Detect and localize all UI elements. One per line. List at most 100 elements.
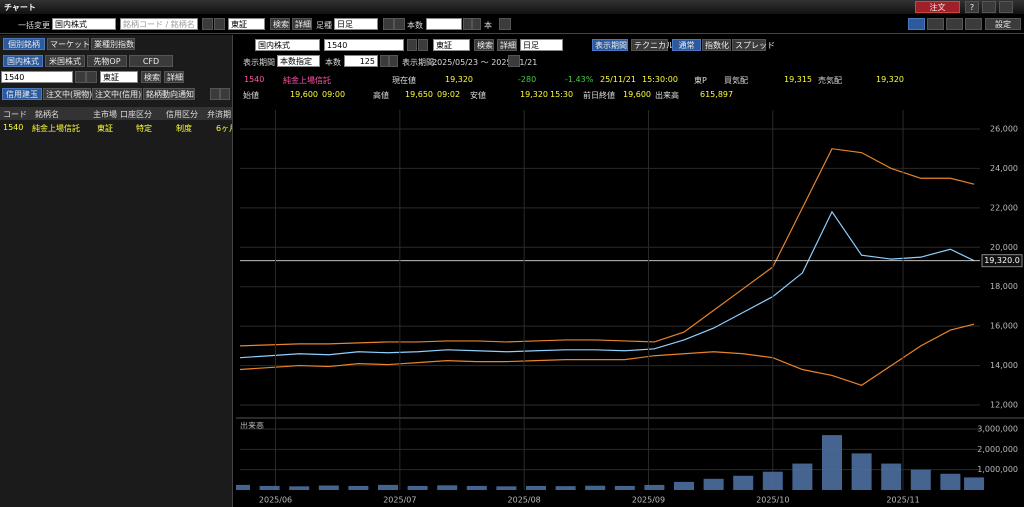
column-header: 信用区分 <box>166 110 198 119</box>
spin-button[interactable] <box>472 18 481 30</box>
x-tick-label: 2025/08 <box>508 496 541 505</box>
layout-button[interactable] <box>908 18 925 30</box>
market-select[interactable]: 国内株式 <box>52 18 116 30</box>
volume-bar <box>407 485 428 490</box>
series-line <box>239 210 975 359</box>
x-tick-label: 2025/09 <box>632 496 665 505</box>
value: 19,600 <box>290 90 318 99</box>
value: 15:30:00 <box>642 75 678 84</box>
icon-button[interactable] <box>499 18 511 30</box>
table-header <box>0 107 232 120</box>
search-button[interactable]: 検索 <box>270 18 290 30</box>
prev-button[interactable] <box>75 71 86 83</box>
pin-button[interactable] <box>982 1 996 13</box>
exchange-select[interactable]: 東証 <box>433 39 470 51</box>
search-button[interactable]: 検索 <box>141 71 161 83</box>
y-tick-label: 1,000,000 <box>977 465 1018 474</box>
order-button[interactable]: 注文 <box>915 1 960 13</box>
next-button[interactable] <box>220 88 230 100</box>
market-select[interactable]: 国内株式 <box>255 39 320 51</box>
volume-bar <box>910 469 931 490</box>
tab[interactable]: 銘柄動向通知 <box>143 88 195 100</box>
x-tick-label: 2025/10 <box>756 496 789 505</box>
spin-button[interactable] <box>463 18 472 30</box>
y-tick-label: 22,000 <box>990 203 1018 212</box>
prev-button[interactable] <box>383 18 394 30</box>
cell[interactable]: 1540 <box>3 123 24 132</box>
volume-bar <box>236 484 250 490</box>
tab[interactable]: 先物OP <box>87 55 127 67</box>
symbol-input[interactable]: 1540 <box>324 39 404 51</box>
help-button[interactable]: ? <box>965 1 979 13</box>
close-button[interactable] <box>999 1 1013 13</box>
bar-type-select[interactable]: 日足 <box>334 18 378 30</box>
layout-button[interactable] <box>927 18 944 30</box>
y-tick-label: 2,000,000 <box>977 445 1018 454</box>
volume-bar <box>792 463 813 490</box>
cell[interactable]: 特定 <box>136 124 152 133</box>
label: 始値 <box>243 91 259 100</box>
detail-button[interactable]: 詳細 <box>164 71 184 83</box>
x-tick-label: 2025/06 <box>259 496 292 505</box>
next-button[interactable] <box>86 71 97 83</box>
tab[interactable]: 信用建玉 <box>2 88 42 100</box>
tab[interactable]: 個別銘柄 <box>3 38 45 50</box>
volume-bar <box>733 475 754 490</box>
symbol-input[interactable]: 銘柄コード / 銘柄名 <box>120 18 198 30</box>
next-button[interactable] <box>418 39 428 51</box>
layout-button[interactable] <box>965 18 982 30</box>
count-input[interactable] <box>426 18 462 30</box>
value: 19,320 <box>445 75 473 84</box>
prev-button[interactable] <box>202 18 213 30</box>
exchange-select[interactable]: 東証 <box>228 18 265 30</box>
symbol-input[interactable]: 1540 <box>1 71 73 83</box>
left-panel <box>0 35 233 507</box>
mode-button[interactable]: 指数化 <box>702 39 731 51</box>
prev-button[interactable] <box>380 55 389 67</box>
volume-bar <box>822 435 842 490</box>
y-tick-label: 16,000 <box>990 322 1018 331</box>
exchange-select[interactable]: 東証 <box>100 71 138 83</box>
prev-button[interactable] <box>407 39 417 51</box>
settings-button[interactable]: 設定 <box>985 18 1021 30</box>
tab[interactable]: 業種別指数 <box>91 38 135 50</box>
tab[interactable]: 注文中(現物) <box>43 88 92 100</box>
next-button[interactable] <box>389 55 398 67</box>
tab[interactable]: 国内株式 <box>3 55 43 67</box>
refresh-button[interactable] <box>508 55 520 67</box>
cell[interactable]: 制度 <box>176 124 192 133</box>
detail-button[interactable]: 詳細 <box>292 18 312 30</box>
value: 09:00 <box>322 90 346 99</box>
prev-button[interactable] <box>210 88 220 100</box>
tab[interactable]: マーケット <box>47 38 90 50</box>
y-tick-label: 12,000 <box>990 401 1018 410</box>
tab[interactable]: 米国株式 <box>45 55 85 67</box>
tab[interactable]: 注文中(信用) <box>92 88 142 100</box>
cell[interactable]: 6ヶ月 <box>216 124 232 133</box>
cell[interactable]: 東証 <box>97 124 113 133</box>
detail-button[interactable]: 詳細 <box>497 39 517 51</box>
volume-bar <box>762 471 783 490</box>
date-range: 2025/05/23 〜 2025/11/21 <box>432 58 538 67</box>
technical-button[interactable]: テクニカル <box>631 39 674 51</box>
label: 本数 <box>325 58 341 67</box>
volume-bar <box>585 485 606 490</box>
label: 足種 <box>316 21 332 30</box>
period-button[interactable]: 表示期間 <box>592 39 628 51</box>
next-button[interactable] <box>214 18 225 30</box>
label: 前日終値 <box>583 91 615 100</box>
cell[interactable]: 純金上場信託 <box>32 124 80 133</box>
volume-bar <box>289 486 310 490</box>
mode-button[interactable]: 通常 <box>672 39 701 51</box>
tab[interactable]: CFD <box>129 55 173 67</box>
period-mode-select[interactable]: 本数指定 <box>277 55 320 67</box>
layout-button[interactable] <box>946 18 963 30</box>
volume-bar <box>318 485 339 490</box>
value: -280 <box>518 75 537 84</box>
count-select[interactable]: 125 <box>344 55 378 67</box>
next-button[interactable] <box>394 18 405 30</box>
bar-type-select[interactable]: 日足 <box>520 39 563 51</box>
volume-bar <box>496 486 517 490</box>
mode-button[interactable]: スプレッド <box>732 39 775 51</box>
search-button[interactable]: 検索 <box>474 39 494 51</box>
